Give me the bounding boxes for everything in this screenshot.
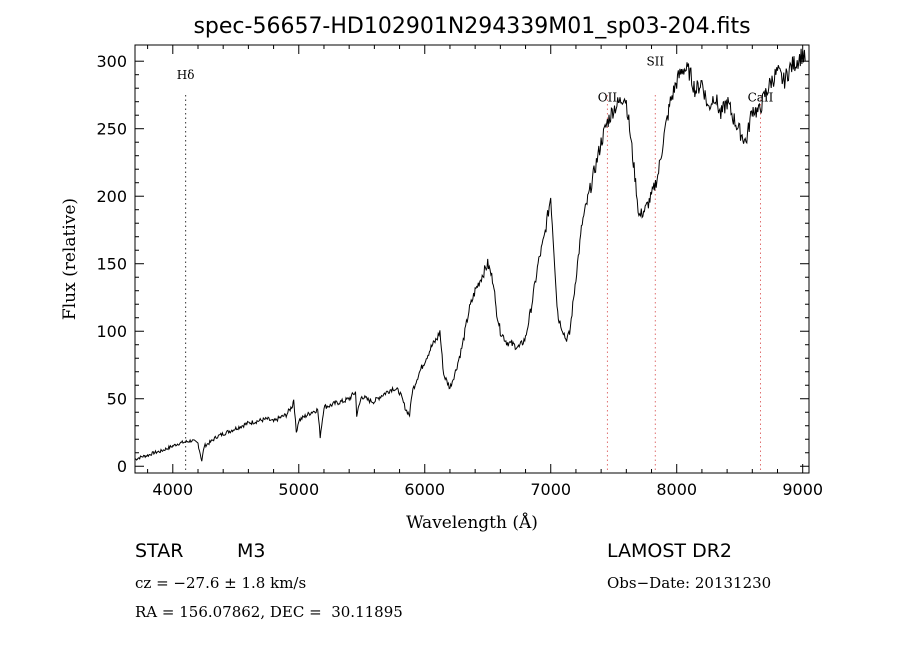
y-tick-label: 200 (96, 187, 127, 206)
observation-date: Obs−Date: 20131230 (607, 574, 772, 592)
chart-title: spec-56657-HD102901N294339M01_sp03-204.f… (193, 14, 750, 39)
x-tick-label: 7000 (530, 480, 571, 499)
plot-area: 4000 5000 6000 7000 8000 9000 0 50 100 150 200 250 3… (96, 44, 823, 499)
y-tick-label: 250 (96, 120, 127, 139)
line-marker-label: Hδ (177, 68, 195, 82)
line-marker-label: CaII (748, 91, 774, 105)
line-marker-label: SII (646, 54, 664, 68)
x-tick-label: 9000 (782, 480, 823, 499)
object-type: STAR (135, 540, 184, 562)
y-tick-label: 100 (96, 322, 127, 341)
redshift-info: cz = −27.6 ± 1.8 km/s (135, 574, 307, 592)
spectral-subclass: M3 (237, 540, 266, 562)
y-tick-label: 0 (117, 457, 127, 476)
spectrum-series-line (134, 48, 806, 462)
x-tick-label: 8000 (656, 480, 697, 499)
x-tick-label: 4000 (152, 480, 193, 499)
y-tick-label: 300 (96, 52, 127, 71)
x-tick-label: 6000 (404, 480, 445, 499)
line-marker-label: OII (598, 91, 618, 105)
survey-name: LAMOST DR2 (607, 540, 732, 562)
y-tick-label: 150 (96, 255, 127, 274)
y-axis-label: Flux (relative) (60, 198, 80, 320)
plot-frame (134, 44, 810, 474)
y-tick-label: 50 (107, 390, 127, 409)
coordinates: RA = 156.07862, DEC = 30.11895 (135, 603, 403, 621)
x-axis-label: Wavelength (Å) (406, 512, 538, 533)
x-tick-label: 5000 (278, 480, 319, 499)
